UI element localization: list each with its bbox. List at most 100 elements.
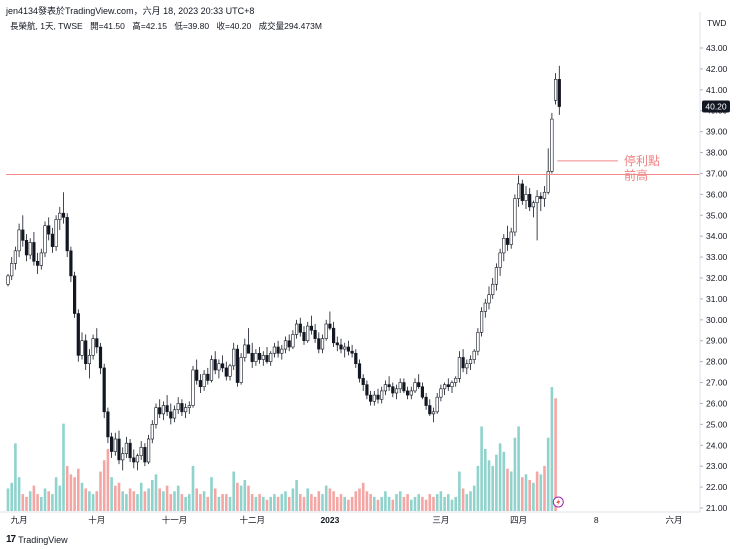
candle-body [317, 338, 321, 350]
candle-body [98, 346, 103, 369]
candle-body [368, 394, 373, 402]
candle-body [269, 352, 273, 362]
candle-body [10, 263, 14, 277]
candle-body [542, 191, 547, 199]
volume-bar [80, 482, 84, 511]
volume-bar [543, 465, 546, 511]
candle-body [161, 405, 166, 415]
volume-bar [43, 488, 47, 511]
volume-bar [347, 499, 350, 511]
volume-bar [32, 485, 36, 511]
candle-body [65, 217, 69, 252]
volume-bar [506, 468, 509, 511]
candle-body [546, 171, 550, 193]
volume-bar [147, 488, 150, 511]
volume-bar [213, 488, 217, 511]
annotation-label: 停利點 [624, 153, 660, 168]
candle-body [150, 424, 154, 440]
price-tick-label: 23.00 [706, 461, 728, 471]
volume-bar [350, 496, 354, 511]
candle-body [21, 229, 25, 241]
candle-body [505, 237, 510, 245]
candle-body [169, 411, 173, 419]
candle-body [531, 202, 535, 208]
volume-bar [280, 494, 284, 511]
price-tick-label: 34.00 [706, 231, 728, 241]
volume-bar [458, 471, 461, 511]
last-price-label: 40.20 [705, 102, 727, 112]
volume-bar [184, 496, 187, 511]
volume-bar [373, 496, 376, 511]
volume-bar [54, 477, 58, 511]
price-tick-label: 39.00 [706, 127, 728, 137]
volume-bar [169, 494, 173, 511]
candle-body [250, 352, 254, 362]
candle-body [491, 283, 495, 296]
volume-bar [402, 496, 406, 511]
candle-body [73, 275, 77, 314]
price-tick-label: 37.00 [706, 168, 728, 178]
candle-body [6, 275, 10, 285]
brand-name: TradingView [18, 534, 68, 545]
candle-body [309, 325, 314, 331]
candle-body [439, 388, 443, 398]
candle-body [213, 359, 217, 371]
candle-body [254, 352, 258, 362]
volume-bar [517, 426, 520, 511]
volume-bar [262, 496, 265, 511]
volume-bar [265, 499, 269, 511]
volume-bar [40, 496, 43, 511]
volume-bar [410, 499, 413, 511]
volume-bar [132, 491, 136, 511]
candle-body [405, 390, 410, 396]
volume-bar [91, 494, 95, 511]
volume-bar [376, 499, 380, 511]
candle-body [291, 334, 295, 348]
volume-bar [125, 494, 128, 511]
symbol-name[interactable]: 長榮航, 1天, TWSE [10, 21, 83, 31]
candle-body [261, 355, 265, 360]
volume-bar [428, 494, 432, 511]
volume-bar [58, 485, 62, 511]
currency-label[interactable]: TWD [707, 18, 727, 28]
ohlc-open: 開=41.50 [90, 21, 125, 31]
volume-bar [287, 496, 291, 511]
volume-bar [17, 477, 21, 511]
volume-bar [461, 488, 465, 511]
volume-bar [313, 496, 317, 511]
footer-brand[interactable]: 17 TradingView [6, 534, 68, 545]
candle-body [128, 442, 132, 459]
price-tick-label: 43.00 [706, 43, 728, 53]
volume-bar [465, 494, 469, 511]
volume-bar [243, 480, 247, 511]
time-tick-label: 2023 [320, 515, 339, 525]
candle-body [158, 407, 162, 415]
candle-body [428, 405, 432, 415]
volume-bar [484, 449, 487, 511]
candle-body [339, 344, 343, 350]
candle-body [516, 183, 521, 199]
volume-bar [447, 494, 450, 511]
price-tick-label: 33.00 [706, 252, 728, 262]
candle-body [457, 357, 462, 379]
volume-bar [306, 488, 309, 511]
volume-bar [291, 488, 295, 511]
volume-bar [210, 477, 213, 511]
volume-bar [10, 482, 13, 511]
volume-bar [139, 482, 143, 511]
volume-bars [6, 387, 557, 511]
candle-body [154, 407, 158, 425]
price-tick-label: 25.00 [706, 419, 728, 429]
volume-bar [165, 485, 169, 511]
volume-bar [354, 491, 358, 511]
candle-body [198, 380, 203, 388]
volume-bar [421, 496, 424, 511]
volume-bar [361, 482, 365, 511]
volume-bar [77, 468, 80, 511]
candle-body [294, 323, 299, 335]
candle-body [528, 194, 532, 208]
volume-bar [154, 474, 158, 511]
candle-body [121, 453, 125, 461]
